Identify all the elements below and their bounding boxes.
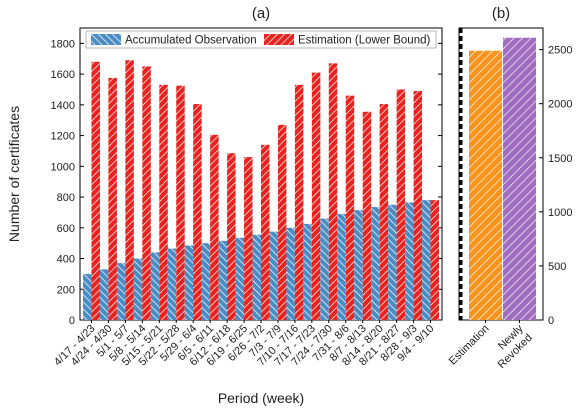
panel-a-ylabel: Number of certificates (6, 106, 22, 242)
bar-estimation (108, 77, 117, 321)
bar-estimation (91, 61, 100, 321)
bar-observation (201, 243, 211, 320)
bar-estimation (345, 95, 355, 320)
ytick-label: 1600 (51, 69, 75, 81)
bar-estimation (244, 157, 253, 320)
panel-b-title: (b) (492, 5, 510, 22)
bar-observation (99, 269, 109, 320)
bar-newly-revoked (503, 37, 536, 320)
xtick-label: Estimation (447, 323, 492, 368)
panel-a-title: (a) (252, 5, 270, 22)
bar-observation (405, 202, 414, 320)
legend-label-estimation: Estimation (Lower Bound) (298, 35, 430, 47)
bar-estimation (328, 63, 338, 320)
bar-estimation (159, 84, 168, 320)
bar-observation (235, 237, 245, 320)
legend-swatch-estimation (264, 34, 294, 45)
bar-estimation (379, 104, 389, 320)
bar-observation (320, 218, 329, 320)
ytick-label: 400 (57, 254, 75, 266)
ytick-label: 2500 (548, 45, 572, 57)
ytick-label: 0 (69, 315, 75, 327)
ytick-label: 1000 (548, 207, 572, 219)
bar-observation (167, 248, 177, 320)
legend-box (85, 30, 437, 49)
bar-observation (218, 240, 228, 320)
ytick-label: 1200 (51, 131, 75, 143)
bar-estimation (469, 50, 502, 320)
bar-estimation (227, 153, 236, 320)
bar-observation (269, 231, 278, 320)
legend-swatch-observation (91, 34, 121, 45)
bar-observation (116, 263, 126, 320)
bar-estimation (311, 72, 321, 320)
bar-estimation (396, 89, 406, 320)
ytick-label: 0 (548, 315, 554, 327)
bar-estimation (261, 144, 270, 320)
bar-observation (286, 227, 295, 320)
bar-observation (354, 210, 363, 320)
bar-observation (422, 200, 431, 320)
bar-estimation (142, 66, 151, 320)
bar-estimation (125, 60, 134, 321)
bar-observation (252, 234, 261, 320)
panel-a: 0 200 400 600 800 1000 1200 1400 1600 1800 4/17 -… (6, 5, 443, 406)
ytick-label: 800 (57, 192, 75, 204)
bar-observation (303, 223, 312, 320)
panel-a-yticks: 0 200 400 600 800 1000 1200 1400 1600 1800 (51, 38, 442, 327)
ytick-label: 200 (57, 284, 75, 296)
ytick-label: 2000 (548, 99, 572, 111)
panel-a-bars (83, 60, 439, 321)
xtick-label: NewlyRevoked (486, 322, 535, 371)
bar-estimation (210, 134, 219, 320)
panel-a-xticks: 4/17 - 4/234/24 - 4/305/1 - 5/75/8 - 5/1… (52, 320, 437, 368)
ytick-label: 1400 (51, 100, 75, 112)
bar-observation (83, 273, 92, 320)
panel-b-xticks: Estimation NewlyRevoked (447, 320, 535, 371)
bar-observation (337, 213, 346, 320)
bar-estimation (193, 104, 202, 320)
bar-estimation (413, 91, 423, 320)
bar-estimation (430, 200, 439, 320)
ytick-label: 1500 (548, 153, 572, 165)
legend-label-observation: Accumulated Observation (125, 35, 257, 47)
bar-observation (133, 258, 143, 320)
panel-b-bars (469, 37, 536, 320)
bar-observation (371, 207, 380, 320)
bar-observation (388, 204, 397, 320)
bar-observation (184, 245, 194, 320)
bar-estimation (176, 85, 185, 320)
bar-estimation (294, 84, 304, 320)
ytick-label: 1000 (51, 161, 75, 173)
panel-b: 0 500 1000 1500 2000 2500 Estimation NewlyRevo… (447, 5, 573, 371)
legend: Accumulated Observation Estimation (Lowe… (85, 30, 437, 49)
bar-estimation (362, 111, 372, 320)
ytick-label: 1800 (51, 38, 75, 50)
bar-observation (150, 252, 160, 320)
panel-b-yticks: 0 500 1000 1500 2000 2500 (539, 45, 572, 327)
ytick-label: 500 (548, 261, 566, 273)
bar-estimation (277, 124, 287, 321)
panel-a-xlabel: Period (week) (218, 390, 304, 406)
ytick-label: 600 (57, 223, 75, 235)
